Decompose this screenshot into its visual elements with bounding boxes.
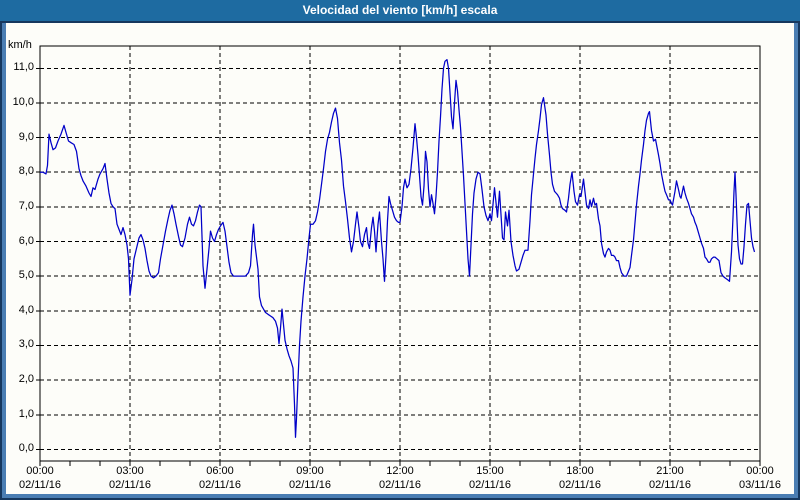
x-axis-time-label: 06:00 <box>206 465 234 477</box>
wind-speed-series-line <box>40 58 756 438</box>
chart-title: Velocidad del viento [km/h] escala <box>302 3 498 17</box>
x-axis-time-label: 15:00 <box>476 465 504 477</box>
x-axis-time-label: 00:00 <box>746 465 774 477</box>
y-axis-tick-label: 11,0 <box>13 61 34 74</box>
x-axis-date-label: 02/11/16 <box>648 479 691 491</box>
x-axis-date-label: 02/11/16 <box>468 479 511 491</box>
y-axis-tick-label: 6,0 <box>18 234 34 247</box>
x-axis-time-label: 03:00 <box>116 465 144 477</box>
x-axis-time-label: 12:00 <box>386 465 414 477</box>
x-axis-time-label: 09:00 <box>296 465 324 477</box>
chart-title-bar: Velocidad del viento [km/h] escala <box>0 0 800 21</box>
x-axis-time-label: 00:00 <box>26 465 54 477</box>
x-axis-date-label: 03/11/16 <box>738 479 781 491</box>
x-axis-time-label: 18:00 <box>566 465 594 477</box>
y-axis-tick-label: 8,0 <box>18 165 34 178</box>
y-axis-tick-label: 0,0 <box>18 442 34 455</box>
y-axis-tick-label: 2,0 <box>18 373 34 386</box>
y-axis-tick-label: 4,0 <box>18 303 34 316</box>
x-axis-date-label: 02/11/16 <box>198 479 241 491</box>
y-axis-tick-label: 10,0 <box>12 95 34 108</box>
y-axis-tick-label: 1,0 <box>18 407 34 420</box>
y-axis-tick-label: 9,0 <box>18 130 34 143</box>
x-axis-date-label: 02/11/16 <box>378 479 421 491</box>
y-axis-tick-label: 3,0 <box>18 338 34 351</box>
y-axis-tick-label: 5,0 <box>18 269 34 282</box>
x-axis-date-label: 02/11/16 <box>18 479 61 491</box>
x-axis-time-label: 21:00 <box>656 465 684 477</box>
x-axis-date-label: 02/11/16 <box>108 479 151 491</box>
x-axis-date-label: 02/11/16 <box>558 479 601 491</box>
x-axis-date-label: 02/11/16 <box>288 479 331 491</box>
y-axis-unit-label: km/h <box>8 39 32 51</box>
y-axis-tick-label: 7,0 <box>18 199 34 212</box>
